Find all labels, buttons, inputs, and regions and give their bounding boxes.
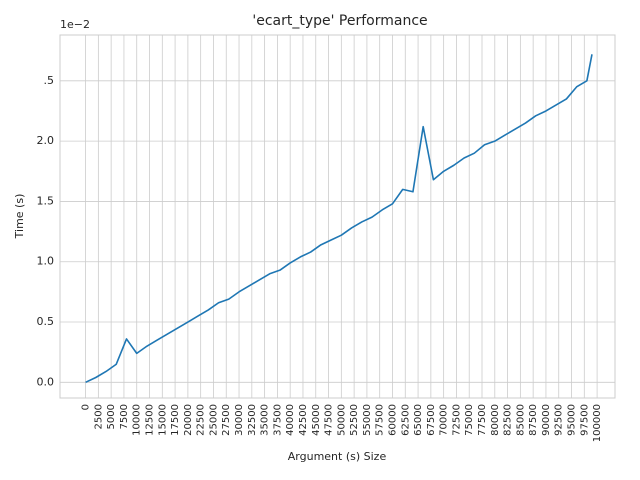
- y-tick-label: .5: [44, 74, 55, 87]
- x-tick-label: 92500: [554, 404, 565, 436]
- x-tick-label: 22500: [196, 404, 207, 436]
- x-tick-label: 80000: [490, 404, 501, 436]
- x-tick-label: 40000: [285, 404, 296, 436]
- x-tick-label: 42500: [298, 404, 309, 436]
- x-tick-label: 12500: [145, 404, 156, 436]
- x-tick-label: 17500: [170, 404, 181, 436]
- x-tick-label: 75000: [464, 404, 475, 436]
- plot-frame: [59, 34, 616, 399]
- chart-title: 'ecart_type' Performance: [252, 13, 427, 29]
- x-tick-label: 57500: [375, 404, 386, 436]
- x-tick-label: 0: [81, 404, 92, 410]
- x-tick-label: 45000: [311, 404, 322, 436]
- x-tick-label: 77500: [477, 404, 488, 436]
- x-tick-label: 82500: [503, 404, 514, 436]
- x-tick-label: 37500: [272, 404, 283, 436]
- x-tick-label: 20000: [183, 404, 194, 436]
- x-tick-label: 2500: [93, 404, 104, 429]
- x-tick-label: 15000: [157, 404, 168, 436]
- x-axis-label: Argument (s) Size: [288, 450, 387, 463]
- y-axis-label: Time (s): [13, 194, 26, 240]
- y-tick-label: 1.5: [37, 194, 55, 207]
- x-tick-label: 35000: [260, 404, 271, 436]
- y-tick-label: 1.0: [37, 255, 55, 268]
- x-tick-label: 60000: [387, 404, 398, 436]
- x-tick-label: 7500: [119, 404, 130, 429]
- y-tick-label: 0.5: [37, 315, 55, 328]
- x-tick-label: 97500: [579, 404, 590, 436]
- x-tick-label: 52500: [349, 404, 360, 436]
- x-tick-label: 55000: [362, 404, 373, 436]
- x-tick-label: 5000: [106, 404, 117, 429]
- x-tick-label: 32500: [247, 404, 258, 436]
- offset-text: 1e−2: [60, 18, 90, 31]
- x-tick-label: 95000: [567, 404, 578, 436]
- data-line: [85, 54, 593, 384]
- x-tick-label: 100000: [592, 404, 603, 442]
- x-tick-label: 70000: [439, 404, 450, 436]
- x-tick-label: 85000: [515, 404, 526, 436]
- x-tick-label: 30000: [234, 404, 245, 436]
- x-tick-label: 10000: [132, 404, 143, 436]
- x-tick-label: 72500: [451, 404, 462, 436]
- x-tick-label: 90000: [541, 404, 552, 436]
- x-tick-label: 25000: [208, 404, 219, 436]
- x-tick-label: 67500: [426, 404, 437, 436]
- x-tick-label: 62500: [400, 404, 411, 436]
- y-tick-label: 2.0: [37, 134, 55, 147]
- x-tick-label: 65000: [413, 404, 424, 436]
- y-tick-label: 0.0: [37, 375, 55, 388]
- x-tick-label: 27500: [221, 404, 232, 436]
- x-tick-label: 87500: [528, 404, 539, 436]
- x-tick-label: 47500: [324, 404, 335, 436]
- x-tick-label: 50000: [336, 404, 347, 436]
